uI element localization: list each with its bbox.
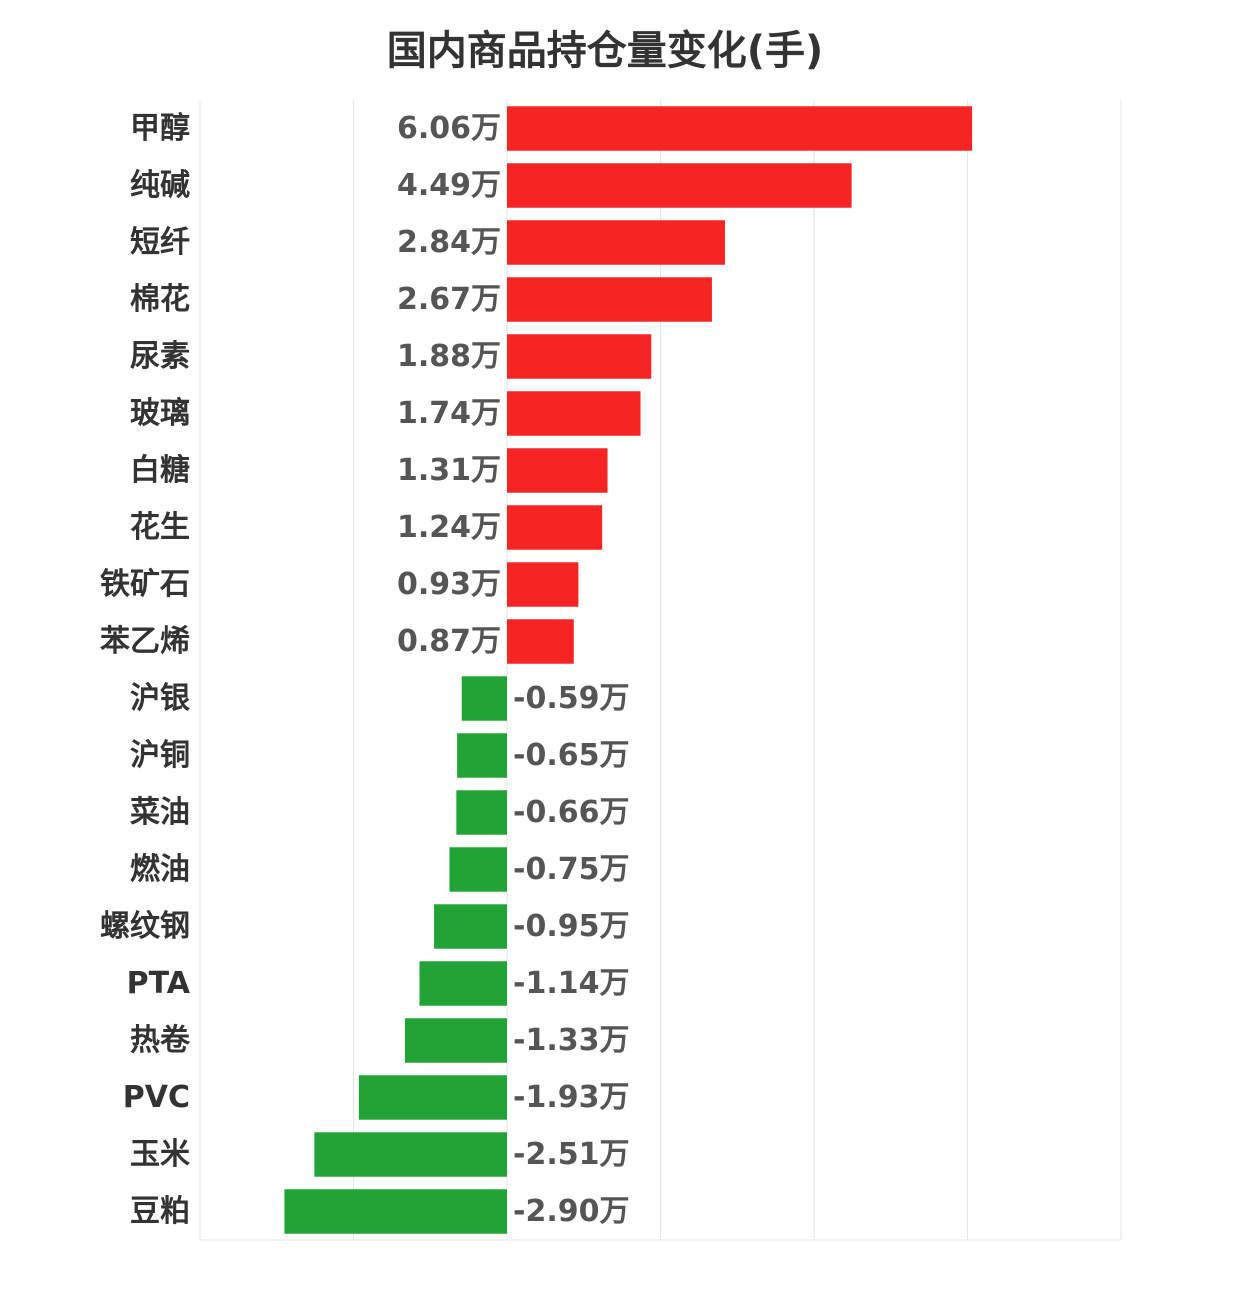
value-label: 1.24万 [397, 510, 501, 545]
category-label: 沪铜 [130, 738, 190, 773]
bar-19 [284, 1189, 507, 1234]
category-label: 棉花 [130, 282, 190, 317]
bars [284, 106, 973, 1234]
bar-10 [461, 676, 507, 721]
category-label: 热卷 [130, 1023, 191, 1058]
value-label: -0.75万 [513, 852, 629, 887]
bar-1 [507, 163, 852, 208]
category-label: 尿素 [130, 339, 190, 374]
category-label: 纯碱 [130, 168, 190, 203]
bar-4 [507, 334, 652, 379]
value-label: -1.33万 [513, 1023, 629, 1058]
category-label: PVC [123, 1080, 190, 1115]
bar-18 [314, 1132, 507, 1177]
value-label: -2.90万 [513, 1194, 629, 1229]
bar-8 [507, 562, 579, 607]
value-label: -0.66万 [513, 795, 629, 830]
value-label: -2.51万 [513, 1137, 629, 1172]
value-label: 4.49万 [397, 168, 501, 203]
category-label: 燃油 [130, 852, 190, 887]
category-label: 螺纹钢 [100, 909, 190, 944]
category-label: 沪银 [130, 681, 190, 716]
value-label: 6.06万 [397, 111, 501, 146]
bar-17 [358, 1075, 507, 1120]
category-label: 白糖 [130, 453, 190, 488]
value-label: 2.84万 [397, 225, 501, 260]
value-label: 1.74万 [397, 396, 501, 431]
value-label: -1.14万 [513, 966, 629, 1001]
category-label: 甲醇 [130, 111, 190, 146]
value-label: 0.87万 [397, 624, 501, 659]
category-label: 玻璃 [130, 396, 190, 431]
category-label: 苯乙烯 [100, 624, 190, 659]
bar-15 [419, 961, 507, 1006]
value-label: 0.93万 [397, 567, 501, 602]
category-label: 菜油 [130, 795, 190, 830]
value-label: -0.59万 [513, 681, 629, 716]
category-label: 短纤 [130, 225, 190, 260]
bar-5 [507, 391, 641, 436]
category-label: 铁矿石 [100, 567, 190, 602]
value-label: 1.88万 [397, 339, 501, 374]
bar-12 [456, 790, 507, 835]
value-label: 2.67万 [397, 282, 501, 317]
chart-title: 国内商品持仓量变化(手) [386, 28, 824, 74]
category-label: 豆粕 [130, 1194, 190, 1229]
bar-16 [404, 1018, 507, 1063]
category-label: 玉米 [130, 1137, 190, 1172]
bar-11 [457, 733, 507, 778]
bar-9 [507, 619, 574, 664]
category-label: 花生 [130, 510, 190, 545]
bar-3 [507, 277, 712, 322]
bar-14 [434, 904, 507, 949]
value-label: -0.65万 [513, 738, 629, 773]
value-label: -0.95万 [513, 909, 629, 944]
bar-7 [507, 505, 603, 550]
bar-13 [449, 847, 507, 892]
grid-lines [199, 100, 1122, 1241]
value-label: 1.31万 [397, 453, 501, 488]
bar-2 [507, 220, 725, 265]
bar-0 [507, 106, 973, 151]
bar-6 [507, 448, 608, 493]
value-label: -1.93万 [513, 1080, 629, 1115]
category-label: PTA [127, 966, 191, 1001]
